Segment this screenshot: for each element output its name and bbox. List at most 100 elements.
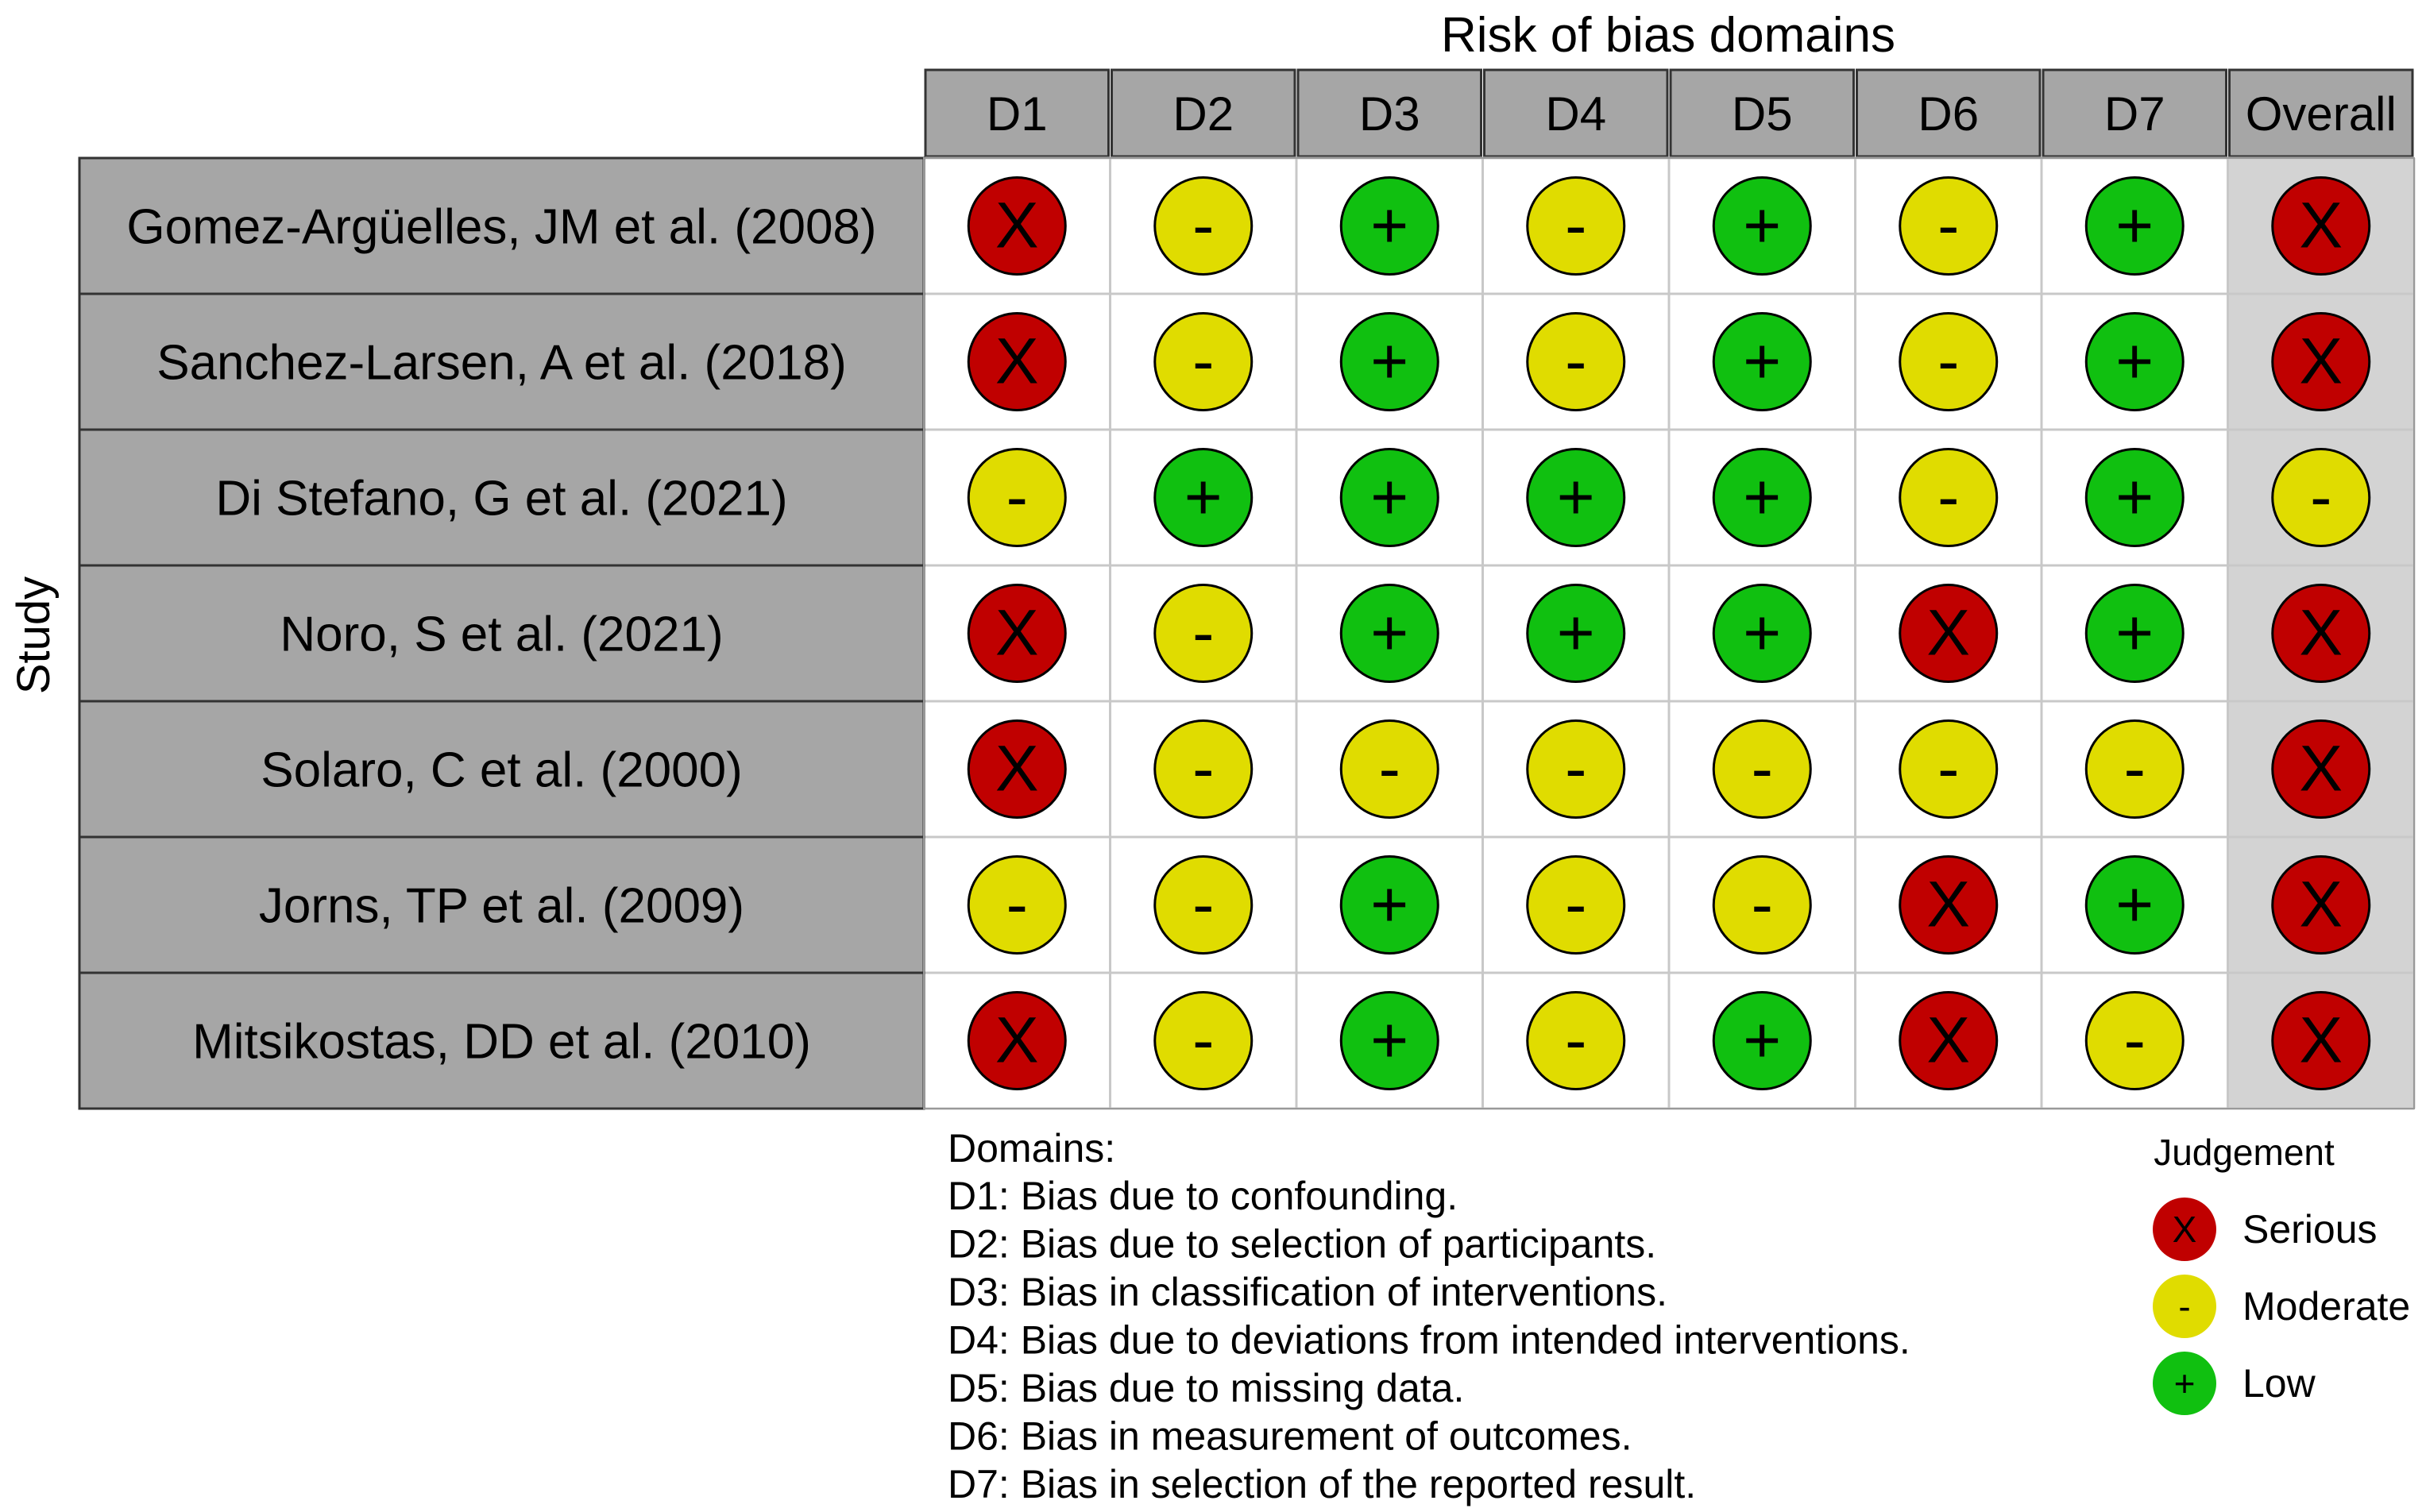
study-label-box (78, 971, 925, 1110)
judgement-symbol: X (995, 1005, 1039, 1077)
judgement-dot-moderate (1526, 176, 1626, 276)
judgement-dot-serious (967, 176, 1067, 276)
judgement-symbol: + (2115, 461, 2154, 534)
judgement-dot-serious (967, 584, 1067, 683)
legend-symbol: X (2173, 1209, 2197, 1250)
judgement-symbol: + (1557, 461, 1595, 534)
judgement-symbol: X (1926, 1005, 1970, 1077)
judgement-dot-serious (967, 312, 1067, 411)
judgement-dot-moderate (2084, 719, 2185, 819)
column-header-box-d4 (1483, 68, 1669, 158)
judgement-symbol: - (1565, 733, 1586, 805)
judgement-dot-moderate (1339, 719, 1439, 819)
study-label: Sanchez-Larsen, A et al. (2018) (156, 336, 847, 391)
judgement-dot-moderate (1899, 448, 1999, 547)
judgement-dot-serious (2271, 719, 2371, 819)
column-header-d7: D7 (2104, 87, 2165, 141)
judgement-symbol: X (1926, 597, 1970, 669)
judgement-dot-low (2084, 176, 2185, 276)
judgement-dot-low (1712, 991, 1812, 1090)
judgement-symbol: - (1937, 461, 1959, 534)
judgement-symbol: + (1184, 461, 1223, 534)
judgement-dot-serious (2271, 584, 2371, 683)
judgement-dot-moderate (1526, 991, 1626, 1090)
judgement-dot-moderate (967, 448, 1067, 547)
study-label-box (78, 428, 925, 567)
judgement-symbol: X (995, 733, 1039, 805)
column-header-box-d5 (1669, 68, 1855, 158)
judgement-dot-low (1526, 448, 1626, 547)
judgement-symbol: - (2124, 1005, 2146, 1077)
judgement-symbol: X (2299, 1005, 2343, 1077)
legend-label-serious: Serious (2243, 1207, 2378, 1252)
judgement-symbol: X (1926, 869, 1970, 941)
judgement-symbol: - (2310, 461, 2331, 534)
judgement-dot-serious (2271, 991, 2371, 1090)
judgement-dot-serious (1899, 584, 1999, 683)
judgement-dot-low (1153, 448, 1254, 547)
judgement-dot-low (1339, 584, 1439, 683)
judgement-dot-serious (2271, 312, 2371, 411)
legend-symbol: + (2174, 1363, 2196, 1404)
judgement-symbol: - (1379, 733, 1400, 805)
judgement-dot-serious (2271, 176, 2371, 276)
judgement-dot-moderate (1153, 584, 1254, 683)
judgement-symbol: - (1752, 869, 1773, 941)
legend-label-moderate: Moderate (2243, 1284, 2410, 1329)
judgement-symbol: - (1937, 190, 1959, 262)
domain-item: D5: Bias due to missing data. (948, 1366, 1464, 1410)
judgement-dot-low (1339, 176, 1439, 276)
judgement-dot-serious (1899, 855, 1999, 955)
study-label: Noro, S et al. (2021) (280, 608, 723, 662)
judgement-dot-low (1712, 176, 1812, 276)
judgement-symbol: - (2124, 733, 2146, 805)
judgement-dot-moderate (967, 855, 1067, 955)
column-header-d2: D2 (1172, 87, 1234, 141)
judgement-dot-serious (2271, 855, 2371, 955)
column-header-box-d1 (924, 68, 1110, 158)
judgement-symbol: - (1937, 733, 1959, 805)
column-header-box-d6 (1856, 68, 2042, 158)
judgement-dot-serious (1899, 991, 1999, 1090)
judgement-dot-moderate (1526, 719, 1626, 819)
judgement-symbol: - (1565, 1005, 1586, 1077)
judgement-dot-low (2084, 448, 2185, 547)
study-label: Di Stefano, G et al. (2021) (215, 472, 787, 526)
study-label-box (78, 835, 925, 974)
judgement-dot-moderate (2271, 448, 2371, 547)
judgement-dot-moderate (1153, 176, 1254, 276)
judgement-symbol: + (1370, 326, 1408, 398)
study-label-box (78, 156, 925, 295)
domain-item: D4: Bias due to deviations from intended… (948, 1318, 1910, 1363)
judgement-symbol: - (1937, 326, 1959, 398)
judgement-symbol: + (2115, 190, 2154, 262)
column-header-overall: Overall (2246, 87, 2397, 141)
domain-item: D1: Bias due to confounding. (948, 1174, 1458, 1218)
judgement-dot-moderate (1899, 312, 1999, 411)
legend-dot-moderate (2153, 1275, 2216, 1338)
judgement-symbol: + (1370, 190, 1408, 262)
judgement-dot-moderate (1899, 719, 1999, 819)
judgement-symbol: + (1743, 461, 1781, 534)
judgement-symbol: + (1743, 597, 1781, 669)
judgement-dot-moderate (1526, 855, 1626, 955)
judgement-dot-moderate (1153, 719, 1254, 819)
judgement-symbol: - (1192, 1005, 1214, 1077)
judgement-symbol: - (1565, 326, 1586, 398)
column-header-box-d7 (2042, 68, 2227, 158)
judgement-dot-moderate (1153, 312, 1254, 411)
judgement-symbol: + (1370, 869, 1408, 941)
judgement-dot-low (1712, 312, 1812, 411)
judgement-symbol: - (1565, 190, 1586, 262)
judgement-legend: Judgement X Serious - Moderate + Low (2153, 1132, 2410, 1415)
column-header-d1: D1 (987, 87, 1048, 141)
judgement-symbol: + (2115, 869, 2154, 941)
legend-dot-serious (2153, 1198, 2216, 1261)
judgement-symbol: - (1006, 461, 1028, 534)
column-header-box-d3 (1296, 68, 1482, 158)
judgement-symbol: - (1565, 869, 1586, 941)
judgement-dot-moderate (1899, 176, 1999, 276)
judgement-symbol: + (2115, 326, 2154, 398)
judgement-symbol: - (1192, 869, 1214, 941)
judgement-dot-low (2084, 855, 2185, 955)
